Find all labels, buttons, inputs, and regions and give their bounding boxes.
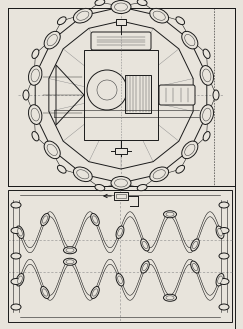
Ellipse shape (185, 35, 195, 46)
Ellipse shape (153, 170, 165, 179)
Ellipse shape (219, 304, 229, 310)
Ellipse shape (141, 261, 149, 273)
Ellipse shape (57, 165, 66, 173)
Ellipse shape (11, 253, 21, 259)
Ellipse shape (11, 304, 21, 310)
Ellipse shape (200, 105, 214, 124)
Ellipse shape (31, 108, 39, 121)
Bar (8, 8, 235, 186)
Ellipse shape (166, 296, 174, 300)
Ellipse shape (93, 216, 97, 223)
Ellipse shape (18, 276, 22, 284)
Ellipse shape (114, 3, 128, 11)
Ellipse shape (95, 185, 105, 191)
Ellipse shape (11, 227, 21, 234)
Ellipse shape (203, 108, 211, 121)
Ellipse shape (142, 263, 148, 271)
FancyBboxPatch shape (159, 85, 195, 105)
Ellipse shape (118, 228, 122, 236)
Ellipse shape (23, 90, 29, 100)
Ellipse shape (91, 214, 99, 226)
Ellipse shape (185, 144, 195, 156)
Ellipse shape (116, 226, 124, 239)
Ellipse shape (219, 202, 229, 208)
Ellipse shape (219, 253, 229, 259)
Ellipse shape (31, 69, 39, 82)
Bar (125, 75, 151, 113)
Ellipse shape (44, 31, 60, 49)
Ellipse shape (32, 132, 39, 141)
FancyBboxPatch shape (91, 32, 151, 50)
Ellipse shape (95, 0, 105, 6)
Ellipse shape (176, 165, 185, 173)
Ellipse shape (32, 49, 39, 59)
Ellipse shape (192, 241, 198, 249)
Ellipse shape (218, 228, 222, 236)
Ellipse shape (93, 289, 97, 296)
Ellipse shape (191, 239, 199, 251)
Ellipse shape (91, 287, 99, 298)
Ellipse shape (166, 212, 174, 216)
Ellipse shape (203, 69, 211, 82)
Ellipse shape (118, 276, 122, 284)
Ellipse shape (182, 141, 198, 159)
Ellipse shape (150, 167, 169, 182)
Ellipse shape (77, 11, 89, 20)
Ellipse shape (73, 167, 92, 182)
Ellipse shape (16, 273, 24, 286)
Ellipse shape (203, 132, 210, 141)
Bar (116, 19, 126, 25)
Ellipse shape (28, 105, 42, 124)
Ellipse shape (192, 263, 198, 271)
Ellipse shape (137, 0, 147, 6)
Ellipse shape (116, 273, 124, 286)
Ellipse shape (16, 226, 24, 239)
Ellipse shape (111, 176, 131, 190)
Ellipse shape (43, 289, 48, 296)
Ellipse shape (213, 90, 219, 100)
Ellipse shape (28, 65, 42, 85)
Ellipse shape (150, 9, 169, 23)
Ellipse shape (47, 35, 57, 46)
Ellipse shape (137, 185, 147, 191)
Bar (116, 194, 126, 198)
Ellipse shape (182, 31, 198, 49)
Ellipse shape (11, 279, 21, 285)
Ellipse shape (111, 1, 131, 13)
Ellipse shape (43, 216, 48, 223)
Ellipse shape (11, 202, 21, 208)
Ellipse shape (219, 227, 229, 234)
Bar (84, 50, 158, 140)
Ellipse shape (216, 226, 224, 239)
Ellipse shape (200, 65, 214, 85)
Ellipse shape (218, 276, 222, 284)
Ellipse shape (203, 49, 210, 59)
Ellipse shape (66, 260, 74, 264)
Ellipse shape (153, 11, 165, 20)
Bar (8, 190, 232, 322)
Ellipse shape (18, 228, 22, 236)
Ellipse shape (57, 17, 66, 25)
Ellipse shape (191, 261, 199, 273)
Ellipse shape (164, 211, 176, 218)
Ellipse shape (164, 294, 176, 301)
Ellipse shape (41, 214, 49, 226)
Ellipse shape (176, 17, 185, 25)
Ellipse shape (77, 170, 89, 179)
Ellipse shape (66, 248, 74, 252)
Ellipse shape (73, 9, 92, 23)
Ellipse shape (63, 247, 77, 254)
Ellipse shape (219, 279, 229, 285)
Ellipse shape (142, 241, 148, 249)
Ellipse shape (44, 141, 60, 159)
Bar (115, 148, 127, 154)
Ellipse shape (114, 179, 128, 187)
Ellipse shape (47, 144, 57, 156)
Bar (114, 192, 128, 200)
Ellipse shape (216, 273, 224, 286)
Ellipse shape (63, 258, 77, 265)
Ellipse shape (141, 239, 149, 251)
Ellipse shape (41, 287, 49, 298)
